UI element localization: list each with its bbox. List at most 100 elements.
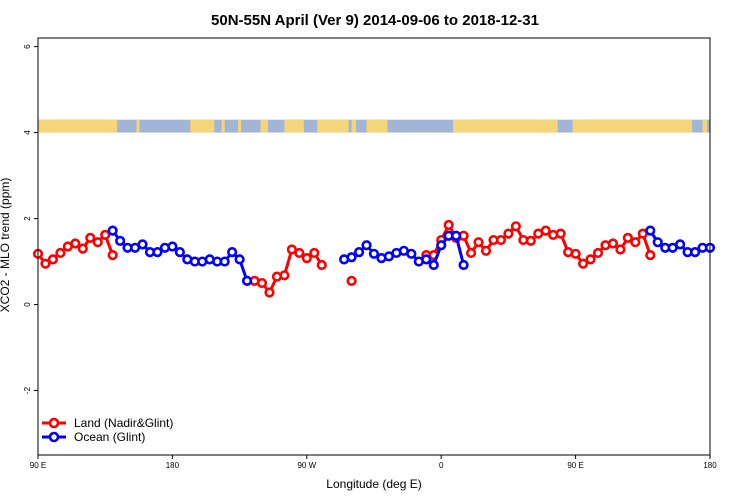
x-tick-label-5: 180	[703, 461, 717, 470]
series-1-point-1-3	[361, 240, 372, 251]
land-band-8	[351, 119, 357, 133]
series-1-point-2-6	[689, 246, 701, 258]
land-band-6	[284, 119, 304, 133]
land-band-1	[136, 119, 140, 133]
series-1-point-1-11	[421, 254, 432, 265]
series-0-point-3-30	[645, 249, 656, 261]
series-0-point-3-8	[480, 245, 492, 256]
series-1	[107, 225, 716, 286]
series-0-point-3-20	[570, 248, 581, 259]
series-0-point-3-27	[622, 232, 633, 244]
land-band-2	[190, 119, 215, 133]
series-1-point-1-13	[436, 240, 447, 251]
series-1-point-0-6	[152, 246, 163, 258]
series-0-point-1-8	[309, 247, 320, 259]
land-band-3	[221, 119, 225, 133]
series-0-point-3-25	[607, 238, 619, 249]
series-0-point-3-18	[555, 228, 566, 239]
series-0-point-3-16	[540, 225, 551, 236]
series-0-point-0-1	[40, 258, 51, 269]
series-0-point-3-3	[443, 219, 454, 231]
land-band-7	[317, 119, 349, 133]
y-tick-label-0: -2	[23, 386, 32, 394]
series-0-point-0-8	[92, 237, 103, 248]
series-1-point-0-1	[115, 235, 126, 247]
series-0-point-3-12	[510, 221, 521, 232]
x-tick-label-3: 0	[439, 461, 444, 470]
series-1-point-1-1	[346, 252, 357, 263]
legend-label-1: Ocean (Glint)	[74, 430, 145, 444]
series-0-point-0-9	[100, 229, 111, 240]
series-0-point-3-11	[503, 228, 514, 239]
series-0-point-3-6	[465, 247, 477, 259]
x-tick-label-0: 90 E	[30, 461, 46, 470]
series-0-point-1-1	[256, 277, 268, 289]
land-ocean-strip	[38, 119, 710, 133]
series-1-point-0-0	[107, 225, 118, 236]
series-1-point-0-9	[174, 246, 185, 258]
series-0-point-3-28	[630, 237, 641, 248]
x-tick-label-4: 90 E	[567, 461, 583, 470]
series-0-point-0-6	[77, 243, 88, 254]
land-band-11	[572, 119, 693, 133]
series-0-point-1-2	[264, 287, 275, 298]
series-1-point-0-16	[227, 246, 238, 258]
series-0-point-0-2	[47, 254, 59, 265]
series-1-point-1-15	[451, 230, 462, 241]
series-0-point-0-5	[70, 238, 81, 249]
series-0-point-3-7	[473, 237, 484, 248]
land-band-12	[702, 119, 708, 133]
series-0-point-3-10	[495, 234, 507, 246]
series-0-point-0-10	[107, 249, 118, 261]
land-band-0	[38, 119, 118, 133]
series-layer	[32, 219, 716, 298]
x-tick-label-2: 90 W	[297, 461, 316, 470]
series-0-point-3-23	[592, 247, 604, 259]
y-tick-label-2: 2	[23, 216, 32, 221]
land-band-10	[453, 119, 558, 133]
series-0-point-1-9	[316, 259, 327, 271]
series-0-point-1-6	[294, 247, 305, 259]
series-0	[32, 219, 656, 298]
legend-marker-1	[48, 431, 60, 443]
y-tick-label-3: 4	[23, 130, 32, 135]
series-0-point-2-0	[346, 275, 357, 286]
land-band-9	[366, 119, 388, 133]
series-1-point-1-12	[428, 259, 439, 271]
series-1-point-1-2	[353, 246, 365, 258]
series-1-point-2-1	[652, 237, 663, 248]
legend: Land (Nadir&Glint)Ocean (Glint)	[42, 416, 173, 444]
series-1-point-1-9	[406, 248, 417, 259]
x-axis-label: Longitude (deg E)	[326, 477, 421, 491]
series-0-point-0-3	[55, 247, 66, 259]
y-axis: -2 0 2 4 6	[23, 44, 38, 394]
y-tick-label-4: 6	[23, 44, 32, 49]
series-1-point-0-8	[167, 241, 178, 252]
y-axis-label: XCO2 - MLO trend (ppm)	[0, 178, 12, 313]
chart-title: 50N-55N April (Ver 9) 2014-09-06 to 2018…	[211, 12, 539, 29]
series-0-point-3-14	[525, 235, 536, 247]
series-0-point-1-7	[301, 253, 312, 264]
plot-frame	[37, 37, 711, 456]
series-0-point-3-22	[585, 254, 596, 265]
series-0-point-1-4	[279, 270, 290, 281]
x-axis: 90 E 180 90 W 0 90 E 180	[30, 455, 717, 470]
series-0-point-0-7	[85, 232, 96, 244]
land-band-4	[238, 119, 242, 133]
series-1-point-2-4	[675, 239, 686, 250]
series-0-point-3-21	[577, 258, 589, 269]
series-1-point-0-17	[234, 254, 245, 265]
land-band-5	[260, 119, 268, 133]
series-1-point-2-0	[645, 225, 656, 236]
series-1-point-1-16	[458, 259, 469, 271]
series-1-point-0-18	[241, 275, 253, 286]
y-tick-label-1: 0	[23, 302, 32, 307]
legend-marker-0	[48, 417, 60, 429]
series-1-point-0-4	[137, 239, 148, 250]
series-1-point-1-4	[368, 248, 380, 259]
legend-label-0: Land (Nadir&Glint)	[74, 416, 173, 430]
series-0-point-3-26	[615, 244, 626, 255]
x-tick-label-1: 180	[166, 461, 180, 470]
series-1-point-0-15	[219, 256, 230, 267]
